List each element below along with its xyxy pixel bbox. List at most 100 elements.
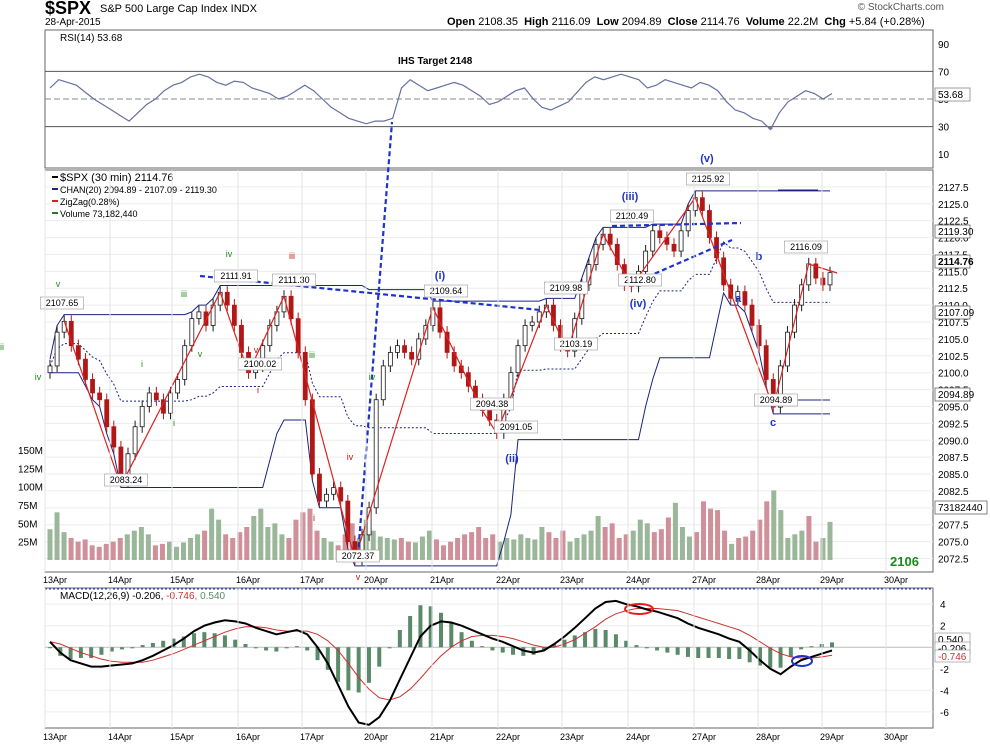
volume-bar (265, 527, 271, 560)
volume-bar (138, 527, 144, 560)
macd-legend-text: MACD(12,26,9) -0.206, (60, 591, 166, 602)
volume-bar (546, 532, 552, 560)
date-tick: 21Apr (430, 575, 454, 585)
volume-bar (644, 523, 650, 560)
candle-body (54, 331, 60, 367)
volume-bar (412, 542, 418, 560)
macd-hist-bar (181, 636, 186, 648)
macd-hist-bar (284, 647, 289, 649)
price-tick: 2107.5 (938, 318, 969, 329)
date-tick: 20Apr (364, 732, 388, 742)
candle-body (111, 426, 117, 448)
candle-body (90, 379, 95, 394)
price-frame (44, 169, 934, 573)
macd-hist-bar (233, 639, 238, 648)
volume-bar (827, 521, 833, 560)
candle-body (671, 243, 677, 252)
candle-body (331, 487, 337, 495)
macd-hist-bar (150, 642, 155, 648)
macd-right-label: -0.746 (938, 652, 967, 663)
macd-hist-bar (120, 647, 125, 650)
macd-hist-bar (593, 628, 598, 648)
volume-bar (286, 538, 292, 560)
volume-bar (321, 538, 327, 560)
volume-bar (54, 512, 60, 560)
date-tick: 27Apr (692, 732, 716, 742)
volume-bar (757, 519, 763, 560)
macd-hist-bar (89, 647, 94, 658)
volume-bar (504, 538, 510, 560)
price-label-box (618, 273, 662, 287)
rsi-line (49, 73, 833, 131)
volume-bar (89, 545, 95, 560)
date-tick: 14Apr (108, 732, 132, 742)
macd-hist-bar (696, 647, 701, 658)
date-tick: 28Apr (756, 732, 780, 742)
volume-bar (623, 534, 629, 560)
legend-swatch (52, 212, 58, 214)
macd-hist-bar (716, 647, 721, 658)
volume-bar (729, 543, 735, 560)
macd-hist-bar (336, 647, 341, 682)
volume-bar (370, 530, 376, 560)
price-tick: 2127.5 (938, 183, 969, 194)
volume-bar (806, 516, 812, 560)
macd-hist-bar (644, 647, 649, 649)
channel-lower (50, 291, 830, 567)
macd-hist-bar (552, 644, 557, 648)
volume-bar (476, 527, 482, 560)
price-tick: 2095.0 (938, 402, 969, 413)
macd-tick: -2 (940, 665, 949, 676)
macd-hist-bar (511, 647, 516, 655)
macd-hist-bar (109, 647, 114, 652)
symbol-description: S&P 500 Large Cap Index INDX (100, 3, 257, 15)
wave-label: (iv) (630, 298, 647, 310)
volume-bar (441, 545, 447, 560)
wave-iii-resistance (611, 221, 742, 228)
candle-body (317, 473, 322, 502)
macd-hist-bar (130, 647, 135, 649)
volume-bar (293, 519, 299, 560)
macd-hist-bar (366, 647, 371, 683)
legend-entry: $SPX (30 min) 2114.76 (60, 172, 174, 184)
volume-bar (398, 538, 404, 560)
macd-hist-bar (212, 633, 217, 648)
macd-right-label: 0.540 (938, 635, 963, 646)
volume-bar (665, 517, 671, 560)
price-tick: 2102.5 (938, 352, 969, 363)
volume-bar (426, 530, 432, 560)
date-tick: 17Apr (300, 575, 324, 585)
volume-bar (637, 519, 643, 560)
volume-bar (209, 508, 215, 560)
minor-wave-label: i (257, 385, 259, 395)
price-label-box (104, 473, 148, 487)
candle-body (104, 399, 110, 428)
volume-bar (110, 541, 116, 560)
legend-swatch (52, 188, 58, 190)
price-label: 2100.02 (244, 359, 277, 369)
price-label: 2103.19 (560, 339, 593, 349)
macd-legend: MACD(12,26,9) -0.206, -0.746, 0.540 (60, 591, 226, 602)
rsi-tick: 30 (938, 123, 950, 134)
candle-body (465, 372, 471, 387)
macd-signal-line (49, 608, 833, 701)
price-label: 2094.89 (760, 395, 793, 405)
legend-entry: Volume 73,182,440 (60, 209, 138, 219)
volume-tick: 150M (18, 446, 43, 457)
price-tick: 2122.5 (938, 217, 969, 228)
candle-body (416, 338, 422, 360)
candle-body (196, 311, 202, 320)
ihs-target-label: IHS Target 2148 (398, 56, 473, 67)
volume-bar (616, 538, 622, 560)
macd-hist-bar (222, 635, 227, 648)
price-label: 2083.24 (110, 475, 143, 485)
date-axis-top: 13Apr 14Apr 15Apr 16Apr 17Apr 20Apr 21Apr 22Apr… (43, 170, 908, 585)
macd-hist-bar (685, 647, 690, 657)
minor-wave-label: iv (35, 372, 42, 382)
candle-body (324, 493, 329, 502)
minor-wave-label: iv (369, 372, 376, 382)
macd-hist-bar (202, 632, 207, 648)
volume-bar (539, 527, 545, 560)
wave-label: a (735, 293, 742, 305)
